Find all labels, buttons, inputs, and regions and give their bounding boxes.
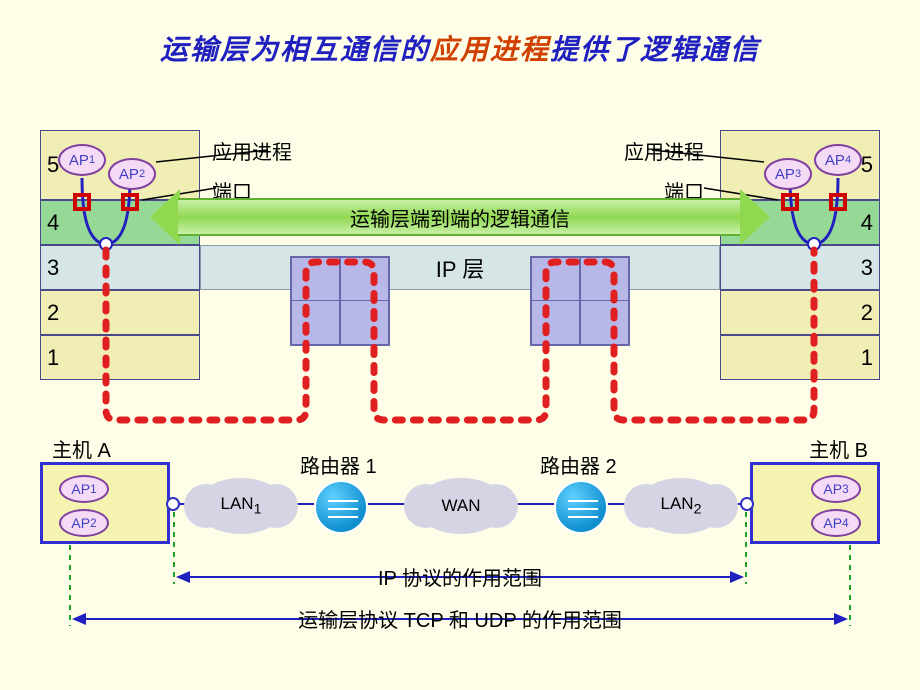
host-b-label: 主机 B [809, 434, 868, 463]
router1-label: 路由器 1 [300, 450, 377, 479]
lan2-cloud: LAN2 [636, 478, 726, 534]
conn-dot-left [166, 497, 180, 511]
label-app-process-left: 应用进程 [212, 136, 292, 165]
arrow-head-right-icon [740, 189, 770, 245]
router2-icon [554, 480, 608, 534]
ap2-oval: AP2 [108, 158, 156, 190]
conn-dot-right [740, 497, 754, 511]
host-a-label: 主机 A [52, 434, 111, 463]
wan-cloud: WAN [416, 478, 506, 534]
ap4-small: AP4 [811, 509, 861, 537]
lan1-cloud: LAN1 [196, 478, 286, 534]
transport-arrow-label: 运输层端到端的逻辑通信 [350, 203, 570, 232]
label-app-process-right: 应用进程 [624, 136, 704, 165]
transport-arrow: 运输层端到端的逻辑通信 [150, 198, 770, 236]
router1-icon [314, 480, 368, 534]
ap2-small: AP2 [59, 509, 109, 537]
host-b-box: AP3 AP4 [750, 462, 880, 544]
ap1-oval: AP1 [58, 144, 106, 176]
ap3-oval: AP3 [764, 158, 812, 190]
ip-scope-label: IP 协议的作用范围 [0, 562, 920, 591]
ap4-oval: AP4 [814, 144, 862, 176]
port-left-1 [73, 193, 91, 211]
port-right-2 [829, 193, 847, 211]
arrow-head-left-icon [150, 189, 180, 245]
host-a-box: AP1 AP2 [40, 462, 170, 544]
port-right-1 [781, 193, 799, 211]
router2-label: 路由器 2 [540, 450, 617, 479]
tcp-udp-scope-label: 运输层协议 TCP 和 UDP 的作用范围 [0, 604, 920, 633]
ap3-small: AP3 [811, 475, 861, 503]
port-left-2 [121, 193, 139, 211]
ap1-small: AP1 [59, 475, 109, 503]
